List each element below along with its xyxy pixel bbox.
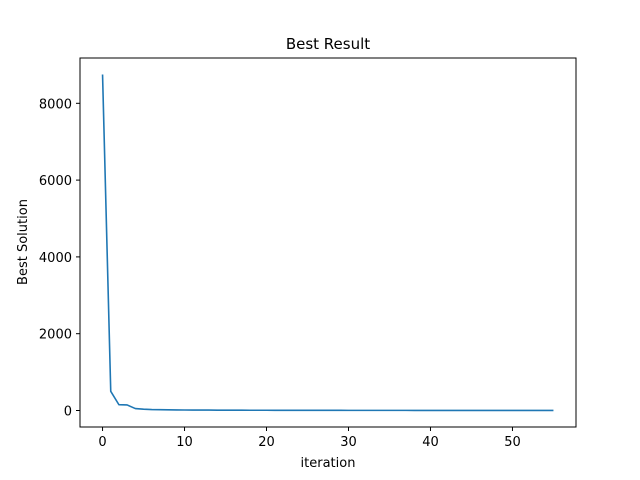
series-line — [101, 74, 554, 412]
x-tick-label: 20 — [258, 435, 275, 450]
x-tick-label: 30 — [340, 435, 357, 450]
y-tick-label: 8000 — [39, 97, 72, 112]
x-tick-label: 50 — [504, 435, 521, 450]
y-axis-label: Best Solution — [16, 199, 31, 285]
plot-area — [101, 74, 554, 412]
x-tick-label: 40 — [422, 435, 439, 450]
x-tick-label: 10 — [176, 435, 193, 450]
plot-frame — [79, 57, 577, 428]
y-axis: 0 2000 4000 6000 8000 — [39, 97, 80, 419]
y-tick-label: 0 — [64, 404, 72, 419]
chart-title: Best Result — [286, 35, 370, 53]
y-tick-label: 4000 — [39, 251, 72, 266]
x-axis: 0 10 20 30 40 50 — [98, 427, 521, 450]
y-tick-label: 2000 — [39, 328, 72, 343]
x-tick-label: 0 — [98, 435, 106, 450]
y-tick-label: 6000 — [39, 174, 72, 189]
x-axis-label: iteration — [301, 456, 356, 471]
